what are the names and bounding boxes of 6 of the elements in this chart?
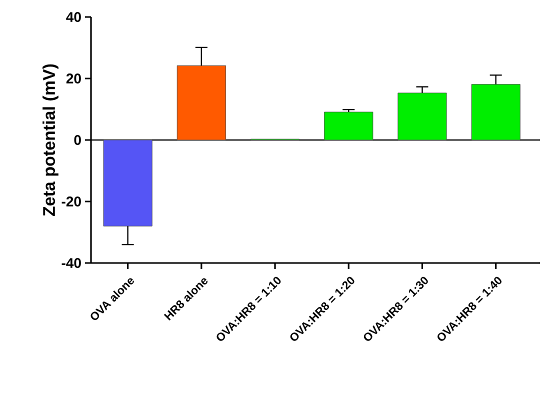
y-tick-label: -40	[62, 258, 81, 268]
y-tick-label: 0	[74, 135, 81, 145]
y-tick-label: -20	[62, 196, 81, 206]
y-tick-label: 20	[66, 74, 81, 84]
y-tick-label: 40	[66, 12, 81, 22]
y-axis-title: Zeta potential (mV)	[42, 64, 58, 216]
